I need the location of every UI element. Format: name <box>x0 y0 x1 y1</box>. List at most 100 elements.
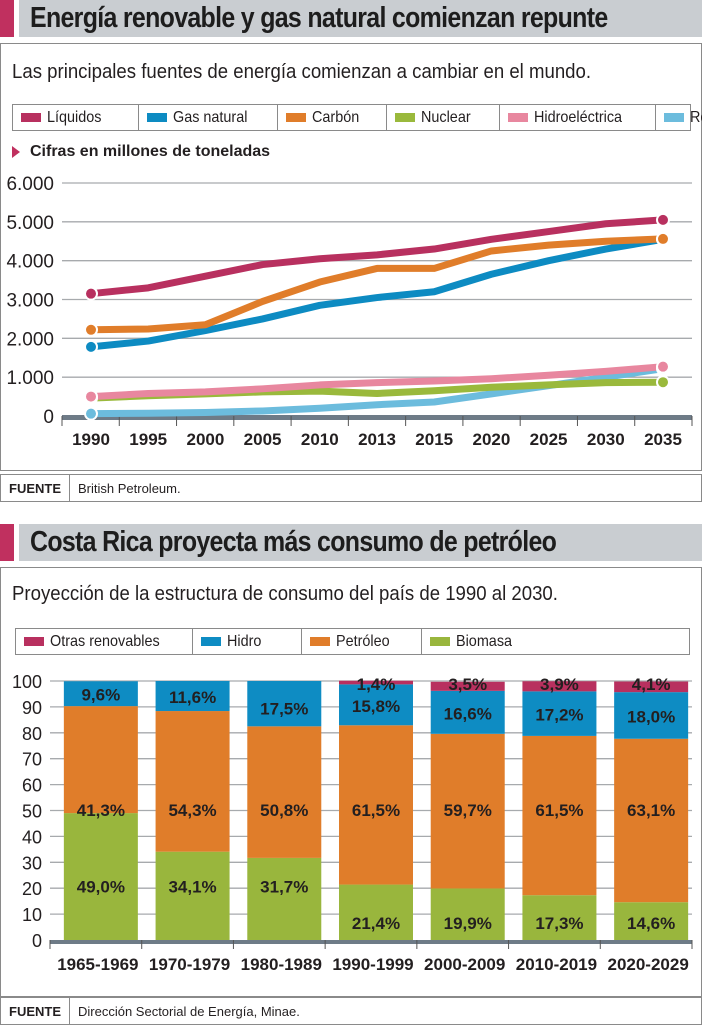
y-tick-label: 20 <box>22 879 42 899</box>
legend-label: Hidroeléctrica <box>534 108 623 126</box>
legend-swatch <box>147 113 167 122</box>
legend-swatch <box>286 113 306 122</box>
header-accent-bar <box>0 524 14 561</box>
series-end-marker-nuclear <box>656 375 670 390</box>
series-start-marker-gas-natural <box>84 339 98 354</box>
series-line-liquidos <box>87 216 667 298</box>
y-tick-label: 5.000 <box>6 213 54 234</box>
unit-label-text: Cifras en millones de toneladas <box>30 143 271 160</box>
x-axis-line <box>62 415 692 420</box>
legend-item-otras-renovables: Otras renovables <box>16 629 193 654</box>
bar-value-label: 4,1% <box>632 675 671 694</box>
bar-segment-hidro <box>247 681 322 727</box>
legend-label: Carbón <box>312 108 360 126</box>
series-end-marker-liquidos <box>656 212 670 227</box>
chart1-subtitle: Las principales fuentes de energía comie… <box>12 61 592 83</box>
y-tick-label: 50 <box>22 802 42 822</box>
legend-label: Otras renovables <box>50 632 160 650</box>
chart2-legend: Otras renovables Hidro Petróleo Biomasa <box>15 628 690 655</box>
bar-value-label: 3,5% <box>448 675 487 694</box>
bar-value-label: 15,8% <box>352 697 400 716</box>
x-tick-label: 2000 <box>186 430 224 449</box>
x-tick-label: 2030 <box>587 430 625 449</box>
x-tick-label: 1990 <box>72 430 110 449</box>
chart1-title: Energía renovable y gas natural comienza… <box>30 2 608 34</box>
chart2-header: Costa Rica proyecta más consumo de petró… <box>0 524 702 561</box>
bar-segment-biomasa <box>63 813 138 940</box>
y-tick-label: 2.000 <box>6 329 54 350</box>
legend-swatch <box>395 113 415 122</box>
bar-value-label: 63,1% <box>627 801 675 820</box>
legend-item-petroleo: Petróleo <box>302 629 422 654</box>
legend-item-gas-natural: Gas natural <box>139 105 278 130</box>
x-tick-label: 2010 <box>301 430 339 449</box>
bar-segment-biomasa <box>155 851 230 940</box>
bar-value-label: 54,3% <box>168 801 216 820</box>
bar-segment-otras-renovables <box>614 681 689 693</box>
bar-segment-biomasa <box>430 888 505 940</box>
x-tick-label: 1970-1979 <box>149 955 230 974</box>
bar-segment-petroleo <box>339 725 413 885</box>
series-start-marker-carbon <box>84 322 98 337</box>
bar-value-label: 3,9% <box>540 675 579 694</box>
bar-segment-petroleo <box>614 738 689 903</box>
y-tick-label: 0 <box>32 931 42 951</box>
bar-value-label: 21,4% <box>352 914 400 933</box>
header-accent-bar <box>0 0 14 37</box>
x-tick-label: 2005 <box>244 430 282 449</box>
legend-label: Biomasa <box>456 632 513 650</box>
x-tick-label: 2020-2029 <box>607 955 688 974</box>
chart2-title: Costa Rica proyecta más consumo de petró… <box>30 526 557 558</box>
stacked-bar-chart: 0 10 20 30 40 50 60 70 80 90 100 49,0% 41,3% 9,6% 1965… <box>12 672 693 974</box>
y-tick-label: 3.000 <box>6 291 54 312</box>
y-tick-label: 4.000 <box>6 252 54 273</box>
legend-label: Líquidos <box>47 108 102 126</box>
triangle-bullet-icon <box>12 145 20 158</box>
bar-segment-petroleo <box>155 711 230 852</box>
chart1-legend: Líquidos Gas natural Carbón Nuclear Hidroelé… <box>12 104 702 131</box>
series-line-hidroelectrica <box>87 363 667 401</box>
header-background <box>19 524 702 561</box>
legend-label: Gas natural <box>173 108 248 126</box>
bar-value-label: 50,8% <box>260 801 308 820</box>
legend-label: Nuclear <box>421 108 471 126</box>
legend-swatch <box>21 113 41 122</box>
chart2-source: FUENTE Dirección Sectorial de Energía, M… <box>0 997 702 1025</box>
y-tick-label: 6.000 <box>6 174 54 195</box>
y-tick-label: 40 <box>22 827 42 847</box>
legend-swatch <box>664 113 684 122</box>
bar-segment-petroleo <box>247 726 322 858</box>
bar-segment-otras-renovables <box>339 680 413 685</box>
series-end-marker-carbon <box>656 231 670 246</box>
y-tick-label: 90 <box>22 698 42 718</box>
bar-value-label: 1,4% <box>357 675 396 694</box>
legend-item-hidro: Hidro <box>193 629 302 654</box>
x-tick-label: 2025 <box>530 430 568 449</box>
bar-segment-otras-renovables <box>522 681 597 692</box>
bar-value-label: 16,6% <box>444 704 492 723</box>
legend-swatch <box>310 637 330 646</box>
legend-swatch <box>508 113 528 122</box>
legend-item-biomasa: Biomasa <box>422 629 689 654</box>
bar-value-label: 17,2% <box>535 706 583 725</box>
bar-value-label: 17,3% <box>535 914 583 933</box>
x-tick-label: 1965-1969 <box>57 955 138 974</box>
bar-segment-hidro <box>430 690 505 734</box>
legend-item-hidroelectrica: Hidroeléctrica <box>500 105 656 130</box>
x-tick-label: 2000-2009 <box>424 955 505 974</box>
y-tick-label: 60 <box>22 776 42 796</box>
source-value: Dirección Sectorial de Energía, Minae. <box>78 1003 300 1019</box>
bar-stack: 19,9% 59,7% 16,6% 3,5% <box>430 675 505 940</box>
bar-value-label: 34,1% <box>168 878 216 897</box>
bar-stack: 49,0% 41,3% 9,6% <box>63 681 138 940</box>
bar-value-label: 9,6% <box>81 686 120 705</box>
y-tick-label: 1.000 <box>6 368 54 389</box>
x-tick-label: 2015 <box>415 430 453 449</box>
bar-value-label: 18,0% <box>627 707 675 726</box>
bar-stack: 31,7% 50,8% 17,5% <box>247 681 322 940</box>
bar-value-label: 59,7% <box>444 801 492 820</box>
series-line-carbon <box>87 235 667 334</box>
bar-value-label: 17,5% <box>260 700 308 719</box>
bar-segment-hidro <box>614 692 689 739</box>
bar-segment-biomasa <box>614 902 689 940</box>
